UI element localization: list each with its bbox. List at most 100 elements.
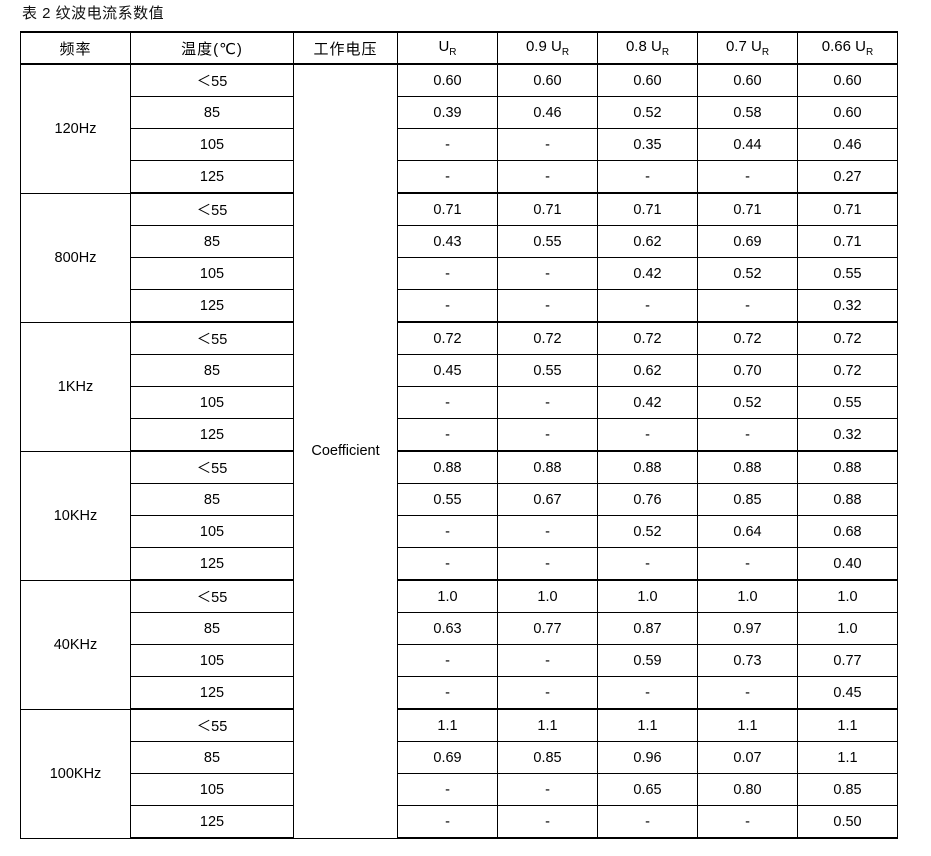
coefficient-cell: 0.63 bbox=[397, 612, 498, 645]
coefficient-cell: 0.55 bbox=[497, 225, 598, 258]
coefficient-cell: 1.0 bbox=[397, 579, 498, 613]
table-row: 85 0.39 0.46 0.52 0.58 0.60 bbox=[21, 96, 898, 129]
table-row: 105- -0.42 0.52 0.55 bbox=[21, 386, 898, 419]
coefficient-cell: - bbox=[597, 160, 698, 194]
coefficient-cell: 0.73 bbox=[697, 644, 798, 677]
coefficient-cell: - bbox=[397, 676, 498, 710]
coefficient-cell: 0.71 bbox=[397, 192, 498, 226]
header-voltage-08ur-sub: R bbox=[661, 47, 670, 58]
table-row: 125- - - -0.27 bbox=[21, 160, 898, 194]
coefficient-cell: 0.52 bbox=[697, 257, 798, 290]
table-row: 125- - - -0.32 bbox=[21, 418, 898, 452]
coefficient-cell: 0.80 bbox=[697, 773, 798, 806]
coefficient-cell: 0.72 bbox=[597, 321, 698, 355]
coefficient-cell: - bbox=[497, 515, 598, 548]
coefficient-cell: 0.85 bbox=[797, 773, 898, 806]
temperature-cell: 85 bbox=[130, 225, 294, 258]
coefficient-cell: - bbox=[397, 644, 498, 677]
header-voltage-08ur-unit: U bbox=[650, 38, 662, 55]
coefficient-cell: 0.70 bbox=[697, 354, 798, 387]
table-row: 1KHz ＜55 0.72 0.72 0.72 0.72 0.72 bbox=[20, 321, 898, 452]
coefficient-cell: 0.60 bbox=[697, 63, 798, 97]
temperature-cell: 105 bbox=[130, 257, 294, 290]
temperature-cell: 105 bbox=[130, 773, 294, 806]
coefficient-cell: 0.45 bbox=[397, 354, 498, 387]
coefficient-cell: 1.1 bbox=[797, 741, 898, 774]
coefficient-cell: 0.52 bbox=[697, 386, 798, 419]
coefficient-cell: 0.55 bbox=[397, 483, 498, 516]
header-voltage-08ur-prefix: 0.8 bbox=[625, 38, 651, 55]
coefficient-cell: 1.1 bbox=[497, 708, 598, 742]
temperature-cell: ＜55 bbox=[130, 708, 294, 742]
coefficient-cell: 0.42 bbox=[597, 257, 698, 290]
table-row: 125- - - -0.45 bbox=[21, 676, 898, 710]
header-voltage-09ur-unit: U bbox=[550, 38, 562, 55]
temperature-cell: 85 bbox=[130, 741, 294, 774]
coefficient-cell: 1.0 bbox=[797, 579, 898, 613]
coefficient-cell: - bbox=[597, 547, 698, 581]
header-voltage-08ur: 0.8 UR bbox=[597, 31, 698, 65]
header-voltage-066ur-unit: U bbox=[855, 38, 866, 55]
coefficient-cell: - bbox=[497, 676, 598, 710]
coefficient-cell: - bbox=[397, 773, 498, 806]
table-row: 105- -0.35 0.44 0.46 bbox=[21, 128, 898, 161]
coefficient-cell: 0.60 bbox=[497, 63, 598, 97]
temperature-cell: 125 bbox=[130, 418, 294, 452]
header-voltage-07ur: 0.7 UR bbox=[697, 31, 798, 65]
temperature-cell: 125 bbox=[130, 676, 294, 710]
coefficient-cell: - bbox=[597, 289, 698, 323]
temperature-cell: 105 bbox=[130, 644, 294, 677]
header-voltage-ur-unit: U bbox=[438, 38, 450, 55]
coefficient-cell: 1.1 bbox=[597, 708, 698, 742]
coefficient-cell: - bbox=[497, 289, 598, 323]
coefficient-cell: 0.88 bbox=[397, 450, 498, 484]
coefficient-cell: 0.27 bbox=[797, 160, 898, 194]
coefficient-cell: 0.72 bbox=[797, 321, 898, 355]
table-row: 85 0.63 0.77 0.87 0.97 1.0 bbox=[21, 612, 898, 645]
coefficient-cell: 0.50 bbox=[797, 805, 898, 839]
table-row: 800Hz ＜55 0.71 0.71 0.71 0.71 0.71 bbox=[20, 192, 898, 323]
coefficient-cell: 0.71 bbox=[697, 192, 798, 226]
coefficient-cell: 0.32 bbox=[797, 289, 898, 323]
coefficient-cell: 0.60 bbox=[597, 63, 698, 97]
coefficient-cell: 0.44 bbox=[697, 128, 798, 161]
coefficient-cell: - bbox=[697, 160, 798, 194]
coefficient-cell: 0.97 bbox=[697, 612, 798, 645]
frequency-cell-800hz: 800Hz bbox=[20, 192, 131, 323]
temperature-cell: 105 bbox=[130, 515, 294, 548]
header-working-voltage: 工作电压 bbox=[293, 31, 398, 65]
header-voltage-066ur-prefix: 0.66 bbox=[821, 38, 856, 55]
coefficient-cell: 0.87 bbox=[597, 612, 698, 645]
coefficient-cell: 0.71 bbox=[797, 192, 898, 226]
coefficient-cell: 0.58 bbox=[697, 96, 798, 129]
coefficient-cell: 0.52 bbox=[597, 515, 698, 548]
temperature-cell: 85 bbox=[130, 612, 294, 645]
temperature-cell: ＜55 bbox=[130, 450, 294, 484]
header-voltage-066ur-sub: R bbox=[865, 47, 874, 58]
header-voltage-09ur-sub: R bbox=[561, 47, 570, 58]
coefficient-cell: 0.55 bbox=[497, 354, 598, 387]
coefficient-cell: 0.96 bbox=[597, 741, 698, 774]
coefficient-cell: 0.69 bbox=[697, 225, 798, 258]
table-row: 125- - - -0.50 bbox=[21, 805, 898, 839]
frequency-cell-40khz: 40KHz bbox=[20, 579, 131, 710]
coefficient-cell: 0.52 bbox=[597, 96, 698, 129]
coefficient-cell: 0.60 bbox=[797, 63, 898, 97]
coefficient-cell: 0.85 bbox=[497, 741, 598, 774]
frequency-cell-120hz: 120Hz bbox=[20, 63, 131, 194]
temperature-cell: ＜55 bbox=[130, 63, 294, 97]
working-voltage-cell: Coefficient bbox=[293, 63, 398, 839]
frequency-cell-100khz: 100KHz bbox=[20, 708, 131, 839]
coefficient-cell: 1.0 bbox=[797, 612, 898, 645]
temperature-cell: 125 bbox=[130, 805, 294, 839]
coefficient-cell: 0.88 bbox=[697, 450, 798, 484]
coefficient-cell: 0.40 bbox=[797, 547, 898, 581]
header-row: 频率 温度(℃) 工作电压 UR 0.9 UR 0.8 UR 0.7 UR 0.… bbox=[20, 31, 898, 65]
table-row: 85 0.69 0.85 0.96 0.07 1.1 bbox=[21, 741, 898, 774]
table-row: 105- -0.59 0.73 0.77 bbox=[21, 644, 898, 677]
temperature-cell: 125 bbox=[130, 289, 294, 323]
coefficient-cell: 0.71 bbox=[497, 192, 598, 226]
coefficient-cell: 0.32 bbox=[797, 418, 898, 452]
coefficient-cell: - bbox=[497, 773, 598, 806]
